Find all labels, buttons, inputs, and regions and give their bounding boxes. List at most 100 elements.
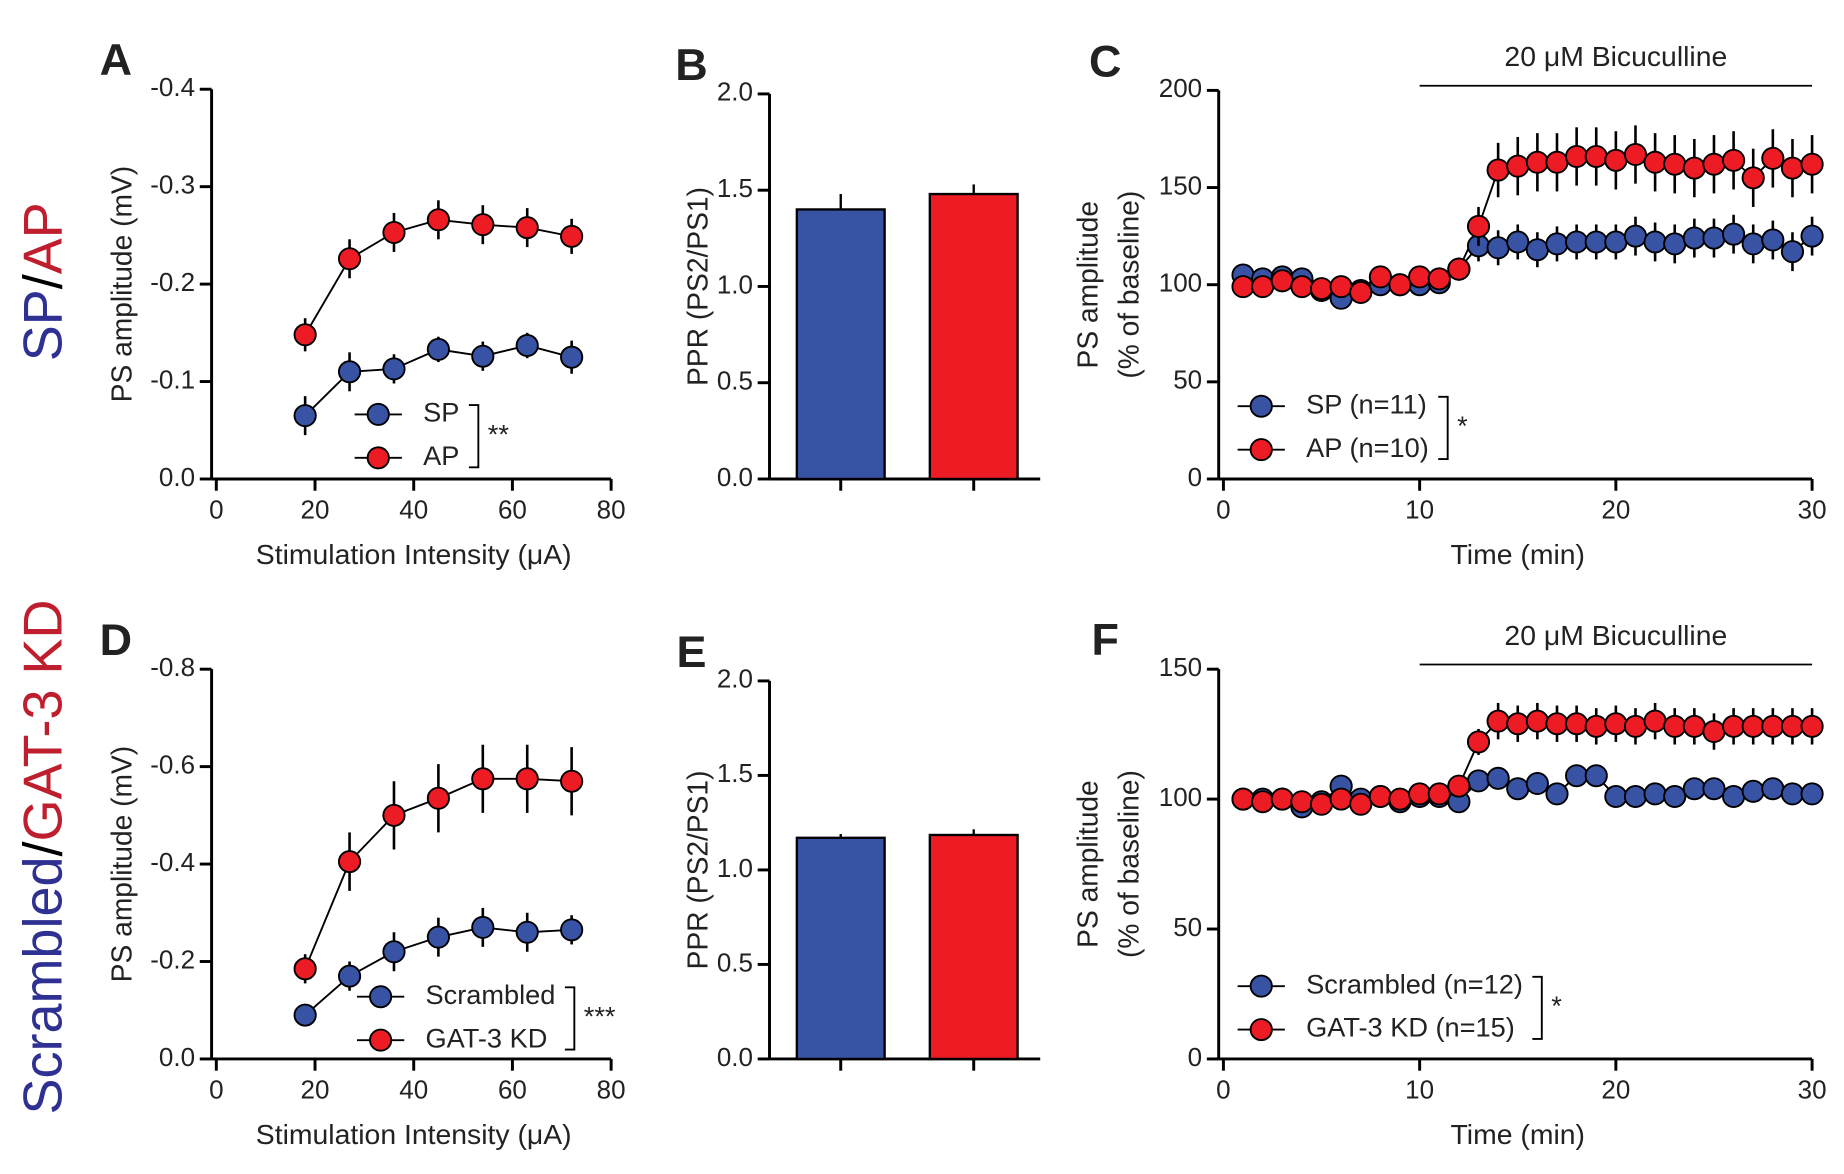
y-tick-label: -0.2 [150,946,195,974]
data-point [1565,230,1589,254]
data-point [1761,146,1785,170]
data-point [1643,230,1667,254]
data-point [1722,148,1746,172]
y-tick-label: 100 [1159,784,1202,812]
y-axis-label: PPR (PS2/PS1) [681,771,713,970]
y-tick-label: 100 [1159,270,1202,298]
data-point [515,216,539,240]
data-point [1506,154,1530,178]
data-point [293,323,317,347]
x-tick-label: 30 [1798,497,1827,525]
data-point [1368,784,1392,809]
data-point [471,213,495,237]
y-tick-label: 50 [1173,367,1202,395]
data-point [1506,712,1530,736]
x-tick-label: 20 [1601,1077,1630,1105]
data-point [1702,226,1726,250]
data-point [382,357,406,381]
data-point [1565,144,1589,168]
data-point [1722,222,1746,246]
y-tick-label: 2.0 [717,79,753,107]
data-point [1741,166,1765,190]
data-point [1545,712,1569,736]
data-point [1780,240,1805,264]
data-point [1682,777,1706,801]
y-tick-label: 0 [1188,1044,1202,1072]
y-tick-label: -0.8 [150,654,195,682]
bar [928,833,1019,1061]
legend-label: Scrambled (n=12) [1306,968,1523,999]
bar [795,208,886,481]
data-point [1584,764,1608,788]
data-point [471,767,495,791]
y-axis-label: PS amplitude (mV) [106,166,138,402]
y-axis-label: PS amplitude (mV) [106,746,138,982]
data-point [560,224,584,248]
y-tick-label: 50 [1173,914,1202,942]
data-point [1349,280,1373,304]
data-point [1584,144,1608,168]
y-tick-label: 0.5 [717,368,753,396]
y-tick-label: 200 [1159,75,1202,103]
y-tick-label: 150 [1159,172,1202,200]
y-tick-label: 0.0 [159,1044,195,1072]
data-point [1565,764,1589,788]
panel-letter: B [675,40,707,90]
y-tick-label: -0.2 [150,269,195,297]
data-point [1427,267,1451,291]
data-point [1466,769,1491,793]
data-point [1741,714,1765,738]
data-point [1506,230,1530,254]
significance-label: *** [584,1001,616,1032]
legend-marker [366,446,390,470]
data-point [1623,224,1648,248]
data-point [337,247,362,271]
data-point [1388,787,1412,811]
legend-label: Scrambled [426,979,556,1010]
y-axis-label: PPR (PS2/PS1) [681,187,713,386]
data-point [1682,226,1706,250]
legend-label: SP (n=11) [1306,388,1427,419]
data-point [1682,156,1706,180]
significance-label: * [1551,990,1562,1021]
y-tick-label: 1.0 [717,271,753,299]
panel-letter: A [100,35,132,85]
data-point [1231,275,1255,299]
x-tick-label: 40 [399,1077,428,1105]
significance-bracket [564,986,576,1051]
row-label-part: AP [13,202,73,274]
data-point [1663,784,1687,809]
x-tick-label: 0 [1216,497,1230,525]
data-point [1584,230,1608,254]
row-label-part: Scrambled [13,856,73,1114]
data-point [1800,714,1824,738]
data-point [1309,277,1334,301]
data-point [1270,269,1294,293]
x-tick-label: 60 [498,497,527,525]
row-label-part: / [13,273,73,289]
data-point [1309,792,1334,816]
data-point [1643,709,1667,733]
legend-label: AP (n=10) [1306,432,1429,463]
data-point [515,333,539,358]
data-point [1466,214,1491,238]
data-point [1663,714,1687,738]
data-point [1604,784,1628,809]
data-point [1780,782,1805,806]
legend-marker [369,985,393,1009]
y-tick-label: -0.1 [150,366,195,394]
x-tick-label: 0 [1216,1077,1230,1105]
data-point [1604,230,1628,254]
data-point [1525,709,1549,733]
y-axis-label: PS amplitude [1071,201,1103,369]
data-point [1251,275,1275,299]
data-point [1447,774,1471,798]
panel-letter: E [677,627,707,677]
data-point [1545,150,1569,174]
data-point [1427,782,1451,806]
data-point [1682,714,1706,738]
data-point [1800,152,1824,176]
y-tick-label: 0.0 [717,1044,753,1072]
row-label-part: GAT-3 KD [13,599,73,841]
